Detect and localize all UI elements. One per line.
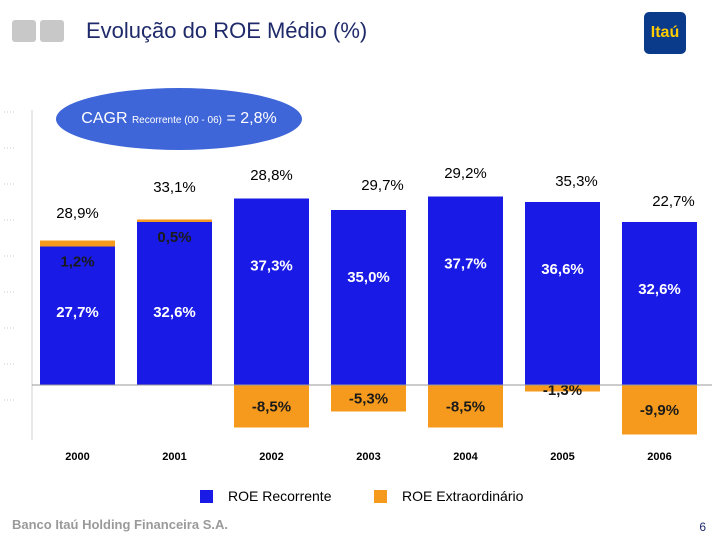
cagr-period: Recorrente (00 - 06) — [131, 115, 222, 126]
label-recurring-2006: 32,6% — [638, 281, 681, 298]
label-extraordinary-2003: -5,3% — [349, 390, 388, 407]
bar-recurring-2001 — [137, 222, 212, 385]
x-tick-label-2004: 2004 — [453, 451, 478, 463]
bar-recurring-2002 — [234, 198, 309, 385]
bar-extraordinary-2003 — [331, 385, 406, 412]
header-decoration-square-1 — [12, 20, 36, 42]
legend-label-extraordinary: ROE Extraordinário — [402, 488, 524, 504]
page-number: 6 — [699, 520, 706, 534]
bar-recurring-2004 — [428, 196, 503, 385]
bar-extraordinary-2005 — [525, 385, 600, 392]
bar-recurring-2006 — [622, 222, 697, 385]
x-tick-label-2003: 2003 — [356, 451, 380, 463]
label-total-2000: 28,9% — [56, 205, 99, 222]
label-recurring-2005: 36,6% — [541, 261, 584, 278]
label-extraordinary-2001: 0,5% — [157, 229, 191, 246]
cagr-ellipse: CAGR Recorrente (00 - 06) = 2,8% — [56, 88, 302, 150]
bar-recurring-2003 — [331, 210, 406, 385]
bar-extraordinary-2004 — [428, 385, 503, 428]
label-total-2005: 35,3% — [555, 173, 598, 190]
label-extraordinary-2002: -8,5% — [252, 398, 291, 415]
label-total-2001: 33,1% — [153, 179, 196, 196]
cagr-label: CAGR — [81, 110, 128, 127]
legend-swatch-recurring — [200, 490, 213, 503]
page-title: Evolução do ROE Médio (%) — [86, 18, 368, 43]
legend-label-recurring: ROE Recorrente — [228, 488, 332, 504]
legend-swatch-extraordinary — [374, 490, 387, 503]
label-recurring-2000: 27,7% — [56, 304, 99, 321]
label-total-2006: 22,7% — [652, 193, 695, 210]
bar-extraordinary-2006 — [622, 385, 697, 435]
label-recurring-2001: 32,6% — [153, 304, 196, 321]
label-total-2004: 29,2% — [444, 165, 487, 182]
bar-recurring-2005 — [525, 202, 600, 385]
label-extraordinary-2005: -1,3% — [543, 382, 582, 399]
footer-company-name: Banco Itaú Holding Financeira S.A. — [12, 517, 228, 532]
x-tick-label-2006: 2006 — [647, 451, 671, 463]
bar-recurring-2000 — [40, 246, 115, 385]
x-tick-label-2000: 2000 — [65, 451, 89, 463]
label-extraordinary-2006: -9,9% — [640, 402, 679, 419]
label-total-2003: 29,7% — [361, 177, 404, 194]
label-total-2002: 28,8% — [250, 167, 293, 184]
bar-extraordinary-2001 — [137, 219, 212, 222]
cagr-value: = 2,8% — [226, 110, 277, 127]
label-recurring-2002: 37,3% — [250, 258, 293, 275]
x-tick-label-2005: 2005 — [550, 451, 574, 463]
label-recurring-2003: 35,0% — [347, 269, 390, 286]
label-recurring-2004: 37,7% — [444, 256, 487, 273]
bar-extraordinary-2002 — [234, 385, 309, 428]
bar-extraordinary-2000 — [40, 240, 115, 247]
itau-logo: Itaú — [644, 12, 686, 54]
header-decoration-square-2 — [40, 20, 64, 42]
x-tick-label-2002: 2002 — [259, 451, 283, 463]
x-tick-label-2001: 2001 — [162, 451, 186, 463]
label-extraordinary-2004: -8,5% — [446, 398, 485, 415]
label-extraordinary-2000: 1,2% — [60, 254, 94, 271]
